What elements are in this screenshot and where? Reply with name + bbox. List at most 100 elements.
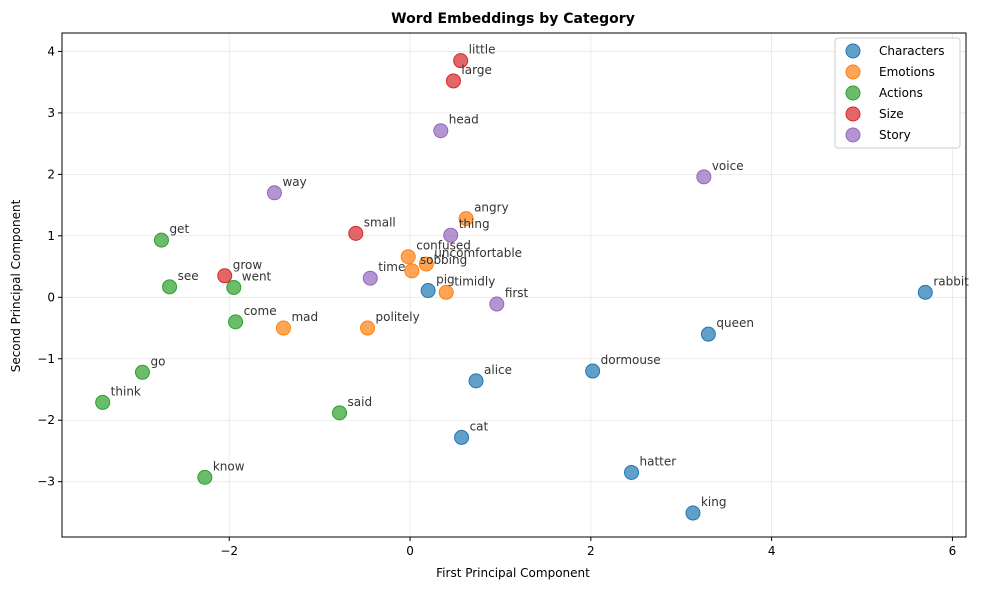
point-label-timidly: timidly xyxy=(454,274,495,288)
data-point-little xyxy=(453,53,469,69)
point-label-first: first xyxy=(505,286,529,300)
data-point-first xyxy=(489,296,505,312)
axis-ticks: −2 0 2 4 6 −3 −2 −1 0 1 2 3 4 xyxy=(37,44,956,558)
data-point-pig xyxy=(420,283,436,299)
legend-label-characters: Characters xyxy=(879,44,945,58)
data-point-politely xyxy=(360,320,376,336)
point-label-cat: cat xyxy=(470,419,489,433)
data-point-dormouse xyxy=(585,363,601,379)
legend-label-size: Size xyxy=(879,107,904,121)
data-point-see xyxy=(162,279,178,295)
data-point-queen xyxy=(700,326,716,342)
point-label-think: think xyxy=(111,384,141,398)
data-point-grow xyxy=(217,268,233,284)
data-point-go xyxy=(134,364,150,380)
point-label-thing: thing xyxy=(459,217,490,231)
point-label-small: small xyxy=(364,215,396,229)
x-tick-label: 6 xyxy=(949,544,957,558)
data-points xyxy=(95,53,933,521)
y-tick-label: −1 xyxy=(37,352,55,366)
point-label-come: come xyxy=(244,304,277,318)
legend-marker-emotions xyxy=(845,64,861,80)
data-point-said xyxy=(332,405,348,421)
legend-label-actions: Actions xyxy=(879,86,923,100)
data-point-think xyxy=(95,394,111,410)
point-label-voice: voice xyxy=(712,159,744,173)
point-label-large: large xyxy=(461,63,491,77)
data-point-voice xyxy=(696,169,712,185)
point-label-head: head xyxy=(449,113,479,127)
data-point-timidly xyxy=(438,284,454,300)
point-label-mad: mad xyxy=(291,310,318,324)
data-point-head xyxy=(433,123,449,139)
legend-box xyxy=(834,37,961,149)
y-tick-label: 0 xyxy=(47,290,55,304)
point-label-dormouse: dormouse xyxy=(601,353,661,367)
data-point-angry xyxy=(458,211,474,227)
grid xyxy=(62,33,966,537)
point-labels: rabbit queen dormouse alice cat hatter king pig… xyxy=(111,43,969,509)
point-label-went: went xyxy=(242,269,272,283)
point-label-politely: politely xyxy=(376,310,420,324)
point-label-hatter: hatter xyxy=(640,454,677,468)
data-point-hatter xyxy=(624,464,640,480)
plot-frame xyxy=(61,32,967,538)
x-tick-label: −2 xyxy=(220,544,238,558)
data-point-way xyxy=(266,185,282,201)
point-label-rabbit: rabbit xyxy=(933,274,969,288)
data-point-king xyxy=(685,505,701,521)
legend-marker-size xyxy=(845,106,861,122)
point-label-see: see xyxy=(178,269,199,283)
legend-marker-actions xyxy=(845,85,861,101)
legend-label-emotions: Emotions xyxy=(879,65,935,79)
x-tick-label: 4 xyxy=(768,544,776,558)
y-tick-label: 2 xyxy=(47,167,55,181)
data-point-small xyxy=(348,225,364,241)
point-label-way: way xyxy=(282,175,306,189)
point-label-alice: alice xyxy=(484,363,512,377)
data-point-rabbit xyxy=(917,284,933,300)
legend-marker-characters xyxy=(845,43,861,59)
point-label-queen: queen xyxy=(716,316,754,330)
point-label-angry: angry xyxy=(474,201,509,215)
y-tick-label: 4 xyxy=(47,44,55,58)
point-label-get: get xyxy=(169,222,189,236)
point-label-sobbing: sobbing xyxy=(420,253,467,267)
point-label-confused: confused xyxy=(416,239,471,253)
y-tick-label: 1 xyxy=(47,229,55,243)
data-point-thing xyxy=(443,227,459,243)
x-tick-label: 0 xyxy=(406,544,414,558)
data-point-know xyxy=(197,469,213,485)
data-point-come xyxy=(228,314,244,330)
legend-marker-story xyxy=(845,127,861,143)
point-label-little: little xyxy=(469,43,496,57)
data-point-uncomfortable xyxy=(418,256,434,272)
data-point-confused xyxy=(400,249,416,265)
point-label-know: know xyxy=(213,459,245,473)
point-label-king: king xyxy=(701,495,727,509)
point-label-said: said xyxy=(348,395,373,409)
data-point-get xyxy=(153,232,169,248)
legend: Characters Emotions Actions Size Story xyxy=(834,37,961,149)
y-tick-label: −3 xyxy=(37,475,55,489)
data-point-cat xyxy=(454,429,470,445)
data-point-alice xyxy=(468,373,484,389)
point-label-go: go xyxy=(150,354,165,368)
point-label-time: time xyxy=(378,260,405,274)
chart-title: Word Embeddings by Category xyxy=(391,11,635,27)
x-tick-label: 2 xyxy=(587,544,595,558)
data-point-sobbing xyxy=(404,263,420,279)
data-point-large xyxy=(445,73,461,89)
data-point-went xyxy=(226,279,242,295)
point-label-pig: pig xyxy=(436,273,455,287)
y-axis-title: Second Principal Component xyxy=(9,199,23,372)
data-point-mad xyxy=(275,320,291,336)
y-tick-label: −2 xyxy=(37,413,55,427)
y-tick-label: 3 xyxy=(47,106,55,120)
point-label-uncomfortable: uncomfortable xyxy=(434,246,522,260)
legend-label-story: Story xyxy=(879,128,911,142)
x-axis-title: First Principal Component xyxy=(436,566,590,580)
data-point-time xyxy=(362,270,378,286)
